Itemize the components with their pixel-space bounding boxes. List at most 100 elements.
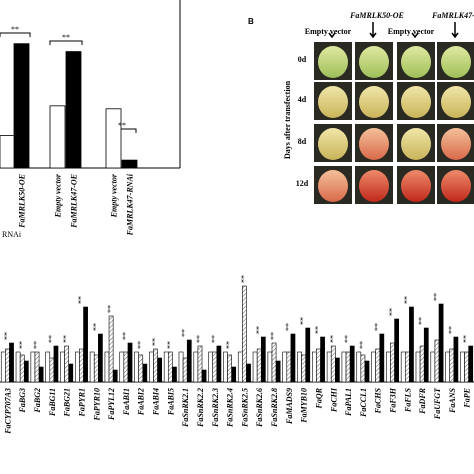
bar	[45, 351, 51, 383]
bar	[282, 351, 288, 383]
x-tick-label: Empty vector	[54, 173, 63, 218]
bar	[138, 354, 144, 383]
x-tick-label: FaSnRK2.2	[196, 388, 205, 428]
bar	[231, 366, 237, 383]
bar	[267, 351, 273, 383]
bar	[0, 135, 16, 169]
bracket	[49, 40, 83, 45]
annotation: **	[432, 293, 441, 301]
annotation: **	[417, 317, 426, 325]
x-tick-label: FaMRLK47-RNAi	[126, 173, 135, 236]
column-label: Empty vector	[305, 27, 352, 36]
x-tick-label: FaABI5	[166, 388, 175, 416]
x-tick-label: FaABI1	[122, 388, 131, 416]
fruit	[441, 128, 471, 160]
bar	[260, 336, 266, 383]
fruit	[318, 170, 348, 202]
fruit	[318, 46, 348, 78]
bar	[13, 43, 30, 169]
bar	[83, 306, 88, 383]
x-tick-label: FaPYR10	[92, 388, 101, 421]
bar	[335, 357, 340, 383]
photo-grid: Empty vector FaMRLK50-OE Empty vector FaMRL…	[296, 11, 474, 204]
bar	[201, 369, 207, 383]
annotation: **	[210, 335, 219, 343]
bar	[79, 348, 84, 383]
bar	[208, 351, 214, 383]
annotation: **	[180, 329, 189, 337]
bar	[311, 351, 317, 383]
bar	[390, 342, 395, 383]
annotation: **	[11, 25, 19, 34]
bar	[320, 336, 325, 383]
x-tick-label: FaCCL1	[359, 388, 368, 418]
fruit	[318, 86, 348, 118]
bar	[286, 351, 292, 383]
arrow	[328, 32, 336, 39]
annotation: **	[47, 335, 56, 343]
row-label: 8d	[298, 137, 307, 146]
column-label: FaMRLK47-OE	[431, 11, 474, 20]
column-label: FaMRLK50-OE	[349, 11, 404, 20]
x-tick-label: FaMRLK47-OE	[70, 174, 79, 229]
annotation: **	[136, 341, 145, 349]
x-tick-label: FaABI2	[137, 388, 146, 416]
x-tick-label: FaBG2	[33, 388, 42, 413]
annotation: **	[225, 341, 234, 349]
x-tick-label: FaSnRK2.4	[226, 388, 235, 428]
annotation: **	[284, 323, 293, 331]
x-tick-label: FaSnRK2.3	[211, 388, 220, 428]
bar	[404, 351, 410, 383]
bar	[453, 336, 459, 383]
bar	[434, 339, 440, 383]
annotation: **	[358, 341, 367, 349]
x-tick-label: FaMRLK50-OE	[18, 174, 27, 229]
x-tick-label: FaF3H	[389, 387, 398, 414]
annotation: **	[195, 335, 204, 343]
arrow	[411, 32, 419, 39]
annotation: **	[343, 335, 352, 343]
bar	[371, 351, 376, 383]
bar	[167, 351, 173, 383]
annotation: **	[151, 338, 160, 346]
bar	[237, 351, 243, 383]
x-tick-label: FaMADS9	[285, 388, 294, 425]
bar	[252, 351, 258, 383]
bar	[53, 345, 59, 383]
bar	[0, 351, 6, 383]
bar	[301, 354, 307, 383]
bar	[127, 342, 133, 383]
bar	[74, 351, 80, 383]
fruit	[401, 170, 431, 202]
fruit	[441, 170, 471, 202]
x-tick-label: FaPE	[463, 388, 472, 409]
bar	[316, 348, 321, 383]
bar	[105, 108, 122, 169]
bar	[108, 315, 114, 383]
arrow	[369, 22, 377, 39]
panel-label: B	[248, 17, 254, 26]
bar	[227, 354, 232, 383]
x-tick-label: FaSnRK2.6	[255, 388, 264, 428]
annotation: **	[62, 33, 70, 42]
bar	[30, 351, 36, 383]
bar	[349, 345, 355, 383]
bar	[375, 348, 381, 383]
bar	[149, 351, 154, 383]
annotation: **	[462, 335, 471, 343]
x-tick-label: FaSnRK2.5	[240, 388, 249, 428]
x-tick-label: FaBG11	[48, 388, 57, 417]
bar	[394, 318, 400, 383]
x-tick-label: FaDFR	[418, 387, 427, 414]
annotation: **	[17, 341, 26, 349]
row-label: 0d	[298, 55, 307, 64]
bar	[246, 363, 251, 383]
bar	[142, 363, 148, 383]
bar	[223, 351, 228, 383]
bar	[60, 351, 65, 383]
bar	[134, 351, 139, 383]
bar	[345, 351, 351, 383]
bar	[186, 339, 192, 383]
bar	[178, 351, 184, 383]
bar	[23, 360, 29, 383]
